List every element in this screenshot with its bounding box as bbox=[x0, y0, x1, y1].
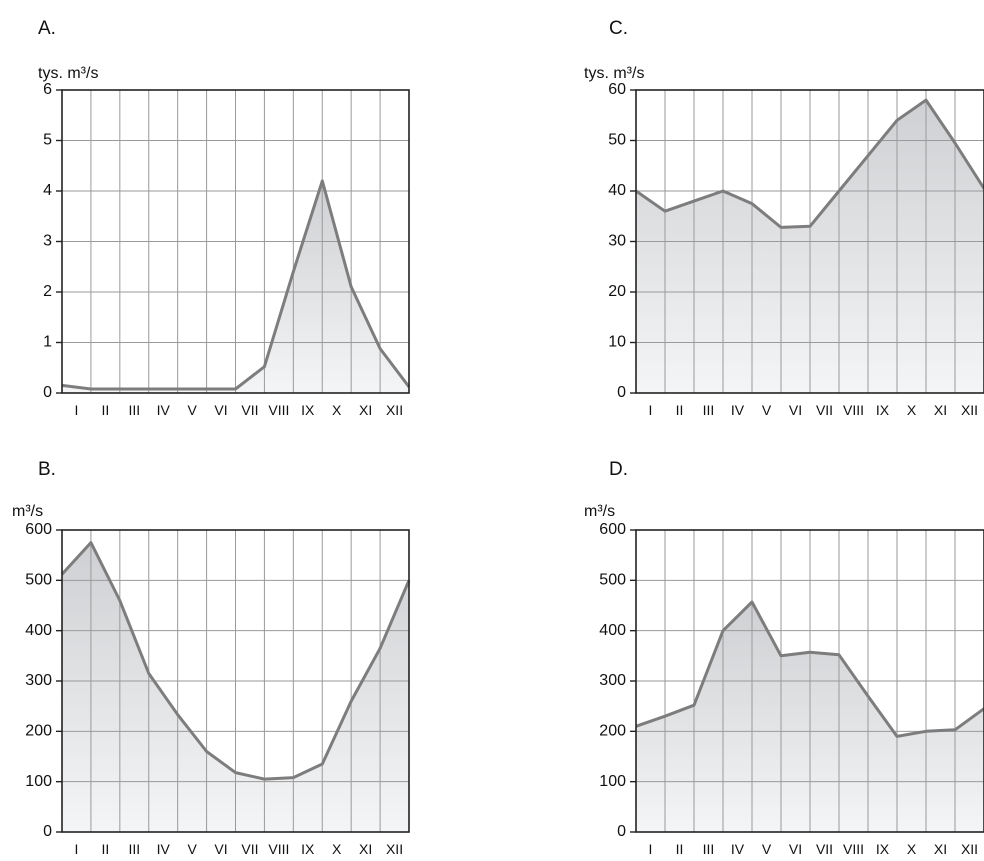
chart-c-xtick-label: IV bbox=[731, 402, 745, 418]
chart-a-xtick-label: I bbox=[75, 402, 79, 418]
chart-c-ylabel: tys. m³/s bbox=[584, 65, 644, 82]
chart-d-xtick-label: IV bbox=[731, 841, 745, 857]
chart-b-xtick-label: VI bbox=[214, 841, 227, 857]
chart-b-xtick-label: XI bbox=[359, 841, 372, 857]
chart-c-ytick-label: 30 bbox=[608, 233, 626, 250]
chart-d-xtick-label: XI bbox=[934, 841, 947, 857]
chart-a-xtick-label: IV bbox=[157, 402, 171, 418]
chart-b-ytick-label: 100 bbox=[25, 773, 52, 790]
chart-a-xtick-label: XI bbox=[359, 402, 372, 418]
chart-a-ytick-label: 4 bbox=[43, 182, 52, 199]
chart-b-ytick-label: 0 bbox=[43, 823, 52, 840]
chart-a-ytick-label: 6 bbox=[43, 81, 52, 98]
chart-c-xtick-label: VII bbox=[816, 402, 833, 418]
chart-a-title: A. bbox=[38, 18, 56, 39]
chart-c-xtick-label: VI bbox=[789, 402, 802, 418]
chart-c-xtick-label: I bbox=[649, 402, 653, 418]
chart-b-xtick-label: V bbox=[187, 841, 197, 857]
chart-c-xtick-label: III bbox=[703, 402, 715, 418]
chart-a-ytick-label: 2 bbox=[43, 283, 52, 300]
chart-a-xtick-label: IX bbox=[301, 402, 315, 418]
chart-d-ytick-label: 300 bbox=[599, 672, 626, 689]
chart-b-xtick-label: II bbox=[101, 841, 109, 857]
chart-d-xtick-label: VIII bbox=[843, 841, 864, 857]
chart-d-xtick-label: IX bbox=[876, 841, 890, 857]
chart-c-ytick-label: 50 bbox=[608, 132, 626, 149]
chart-c-xtick-label: X bbox=[907, 402, 917, 418]
chart-a-ytick-label: 0 bbox=[43, 384, 52, 401]
chart-c-ytick-label: 0 bbox=[617, 384, 626, 401]
chart-d-xtick-label: X bbox=[907, 841, 917, 857]
chart-c-xtick-label: II bbox=[676, 402, 684, 418]
chart-a-xtick-label: VIII bbox=[268, 402, 289, 418]
chart-b-ytick-label: 500 bbox=[25, 572, 52, 589]
chart-d-ytick-label: 200 bbox=[599, 723, 626, 740]
chart-c-xtick-label: V bbox=[762, 402, 772, 418]
chart-d-ytick-label: 500 bbox=[599, 572, 626, 589]
chart-c-xtick-label: VIII bbox=[843, 402, 864, 418]
chart-b-ylabel: m³/s bbox=[12, 503, 43, 520]
chart-a-xtick-label: V bbox=[187, 402, 197, 418]
chart-b-title: B. bbox=[38, 459, 56, 480]
chart-d-ytick-label: 600 bbox=[599, 521, 626, 538]
chart-b-ytick-label: 200 bbox=[25, 723, 52, 740]
chart-b-xtick-label: III bbox=[128, 841, 140, 857]
chart-b-xtick-label: VIII bbox=[268, 841, 289, 857]
chart-b-xtick-label: IV bbox=[157, 841, 171, 857]
chart-d-xtick-label: V bbox=[762, 841, 772, 857]
chart-b-xtick-label: I bbox=[75, 841, 79, 857]
chart-a-ytick-label: 5 bbox=[43, 132, 52, 149]
chart-a-xtick-label: VII bbox=[241, 402, 258, 418]
chart-d-ytick-label: 100 bbox=[599, 773, 626, 790]
chart-c-ytick-label: 60 bbox=[608, 81, 626, 98]
chart-d-xtick-label: III bbox=[703, 841, 715, 857]
chart-b-xtick-label: XII bbox=[386, 841, 403, 857]
chart-a-ytick-label: 1 bbox=[43, 334, 52, 351]
chart-d-xtick-label: XII bbox=[961, 841, 978, 857]
chart-d-title: D. bbox=[609, 459, 628, 480]
chart-d-xtick-label: I bbox=[649, 841, 653, 857]
chart-b-ytick-label: 300 bbox=[25, 672, 52, 689]
chart-a-ytick-label: 3 bbox=[43, 233, 52, 250]
chart-c-title: C. bbox=[609, 18, 628, 39]
chart-d-ylabel: m³/s bbox=[584, 503, 615, 520]
chart-c-ytick-label: 20 bbox=[608, 283, 626, 300]
chart-b-xtick-label: VII bbox=[241, 841, 258, 857]
chart-b-ytick-label: 600 bbox=[25, 521, 52, 538]
chart-c-xtick-label: XII bbox=[961, 402, 978, 418]
chart-c-xtick-label: IX bbox=[876, 402, 890, 418]
chart-d-xtick-label: VII bbox=[816, 841, 833, 857]
chart-a-xtick-label: II bbox=[101, 402, 109, 418]
chart-c-xtick-label: XI bbox=[934, 402, 947, 418]
chart-d-ytick-label: 400 bbox=[599, 622, 626, 639]
chart-a-xtick-label: III bbox=[128, 402, 140, 418]
chart-d-ytick-label: 0 bbox=[617, 823, 626, 840]
chart-a-xtick-label: X bbox=[332, 402, 342, 418]
chart-d-xtick-label: VI bbox=[789, 841, 802, 857]
chart-a-xtick-label: XII bbox=[386, 402, 403, 418]
chart-b-xtick-label: IX bbox=[301, 841, 315, 857]
chart-d-xtick-label: II bbox=[676, 841, 684, 857]
chart-c-ytick-label: 40 bbox=[608, 182, 626, 199]
chart-a-ylabel: tys. m³/s bbox=[38, 65, 98, 82]
chart-a-xtick-label: VI bbox=[214, 402, 227, 418]
chart-b-xtick-label: X bbox=[332, 841, 342, 857]
chart-b-ytick-label: 400 bbox=[25, 622, 52, 639]
chart-c-ytick-label: 10 bbox=[608, 334, 626, 351]
